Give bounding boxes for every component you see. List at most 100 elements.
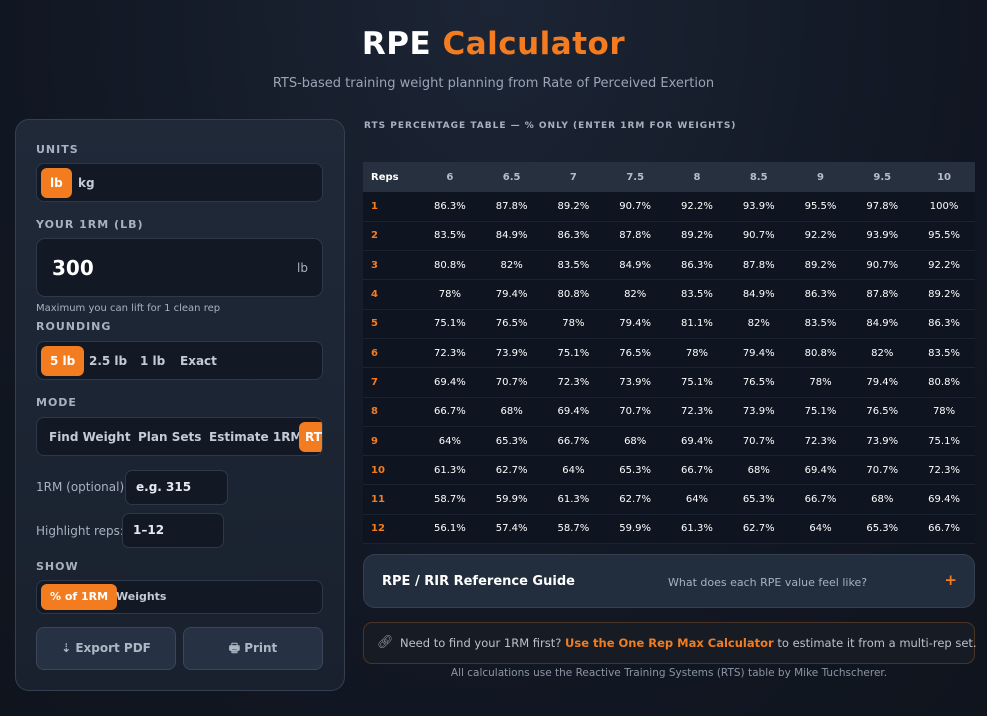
print-button[interactable]: 🖶 Print xyxy=(183,627,323,670)
mode-option-plan-sets[interactable]: Plan Sets xyxy=(138,430,202,444)
show-toggle: % of 1RM Weights xyxy=(36,580,323,614)
table-row: 2 83.5% 84.9% 86.3% 87.8% 89.2% 90.7% 92.2% 93.9… xyxy=(363,221,975,252)
percentage-cell: 65.3% xyxy=(604,455,667,486)
percentage-cell: 57.4% xyxy=(480,514,543,545)
guide-subtitle: What does each RPE value feel like? xyxy=(668,576,868,589)
percentage-cell: 90.7% xyxy=(727,221,790,252)
rounding-option-2-5lb[interactable]: 2.5 lb xyxy=(89,354,128,368)
percentage-cell: 64% xyxy=(789,514,852,545)
rep-count-cell: 11 xyxy=(363,484,419,515)
table-row: 7 69.4% 70.7% 72.3% 73.9% 75.1% 76.5% 78% 79.4% 8… xyxy=(363,367,975,398)
percentage-cell: 100% xyxy=(913,192,975,222)
export-pdf-button[interactable]: ⇣ Export PDF xyxy=(36,627,176,670)
mode-toggle: Find Weight Plan Sets Estimate 1RM RT xyxy=(36,417,323,456)
percentage-cell: 78% xyxy=(789,367,852,398)
rep-count-cell: 4 xyxy=(363,279,419,310)
onerm-input[interactable]: 300 lb xyxy=(36,238,323,297)
percentage-cell: 95.5% xyxy=(789,192,852,222)
table-row: 5 75.1% 76.5% 78% 79.4% 81.1% 82% 83.5% 84.9% 86.… xyxy=(363,309,975,339)
percentage-cell: 76.5% xyxy=(604,338,667,369)
percentage-cell: 84.9% xyxy=(480,221,543,252)
mode-option-estimate-1rm[interactable]: Estimate 1RM xyxy=(209,430,303,444)
rep-count-cell: 9 xyxy=(363,426,419,457)
percentage-cell: 81.1% xyxy=(666,309,728,339)
rpe-header: 9.5 xyxy=(851,162,914,192)
percentage-cell: 69.4% xyxy=(542,397,605,427)
table-row: 11 58.7% 59.9% 61.3% 62.7% 64% 65.3% 66.7% 68% 69… xyxy=(363,484,975,515)
percentage-cell: 80.8% xyxy=(419,250,481,281)
percentage-cell: 87.8% xyxy=(851,279,914,310)
table-row: 3 80.8% 82% 83.5% 84.9% 86.3% 87.8% 89.2% 90.7% 9… xyxy=(363,250,975,281)
percentage-cell: 78% xyxy=(913,397,975,427)
units-option-lb[interactable]: lb xyxy=(41,168,72,198)
units-toggle: lb kg xyxy=(36,163,323,202)
percentage-cell: 61.3% xyxy=(666,514,728,545)
guide-title: RPE / RIR Reference Guide xyxy=(382,574,575,589)
percentage-cell: 79.4% xyxy=(727,338,790,369)
percentage-cell: 69.4% xyxy=(913,484,975,515)
rts-percentage-table: Reps 6 6.5 7 7.5 8 8.5 9 9.5 10 1 86.3% 87.8% 89.2%… xyxy=(363,162,975,545)
percentage-cell: 80.8% xyxy=(542,279,605,310)
percentage-cell: 73.9% xyxy=(727,397,790,427)
percentage-cell: 59.9% xyxy=(604,514,667,545)
rpe-reference-guide[interactable]: RPE / RIR Reference Guide What does each… xyxy=(363,554,975,608)
percentage-cell: 79.4% xyxy=(480,279,543,310)
percentage-cell: 64% xyxy=(419,426,481,457)
highlight-reps-label: Highlight reps: xyxy=(36,524,124,538)
one-rep-max-calculator-link[interactable]: Use the One Rep Max Calculator xyxy=(565,636,774,650)
percentage-cell: 66.7% xyxy=(419,397,481,427)
percentage-cell: 59.9% xyxy=(480,484,543,515)
onerm-helper-text: Maximum you can lift for 1 clean rep xyxy=(36,303,221,314)
rep-count-cell: 7 xyxy=(363,367,419,398)
percentage-cell: 72.3% xyxy=(913,455,975,486)
title-calculator: Calculator xyxy=(442,26,626,62)
table-row: 4 78% 79.4% 80.8% 82% 83.5% 84.9% 86.3% 87.8% 89.… xyxy=(363,279,975,310)
percentage-cell: 66.7% xyxy=(542,426,605,457)
show-option-weights[interactable]: Weights xyxy=(116,590,167,603)
settings-panel: UNITS lb kg YOUR 1RM (LB) 300 lb Maximum… xyxy=(15,119,345,691)
units-option-kg[interactable]: kg xyxy=(78,176,95,190)
rpe-header: 8 xyxy=(666,162,728,192)
rep-count-cell: 1 xyxy=(363,192,419,222)
rounding-option-1lb[interactable]: 1 lb xyxy=(140,354,166,368)
percentage-cell: 90.7% xyxy=(851,250,914,281)
reps-header: Reps xyxy=(363,162,419,192)
mode-option-find-weight[interactable]: Find Weight xyxy=(49,430,131,444)
percentage-cell: 86.3% xyxy=(666,250,728,281)
percentage-cell: 72.3% xyxy=(419,338,481,369)
percentage-cell: 92.2% xyxy=(666,192,728,222)
percentage-cell: 73.9% xyxy=(604,367,667,398)
show-option-percent[interactable]: % of 1RM xyxy=(41,584,118,610)
expand-plus-icon[interactable]: + xyxy=(944,571,957,589)
page-header: RPE Calculator RTS-based training weight… xyxy=(0,26,987,91)
percentage-cell: 66.7% xyxy=(789,484,852,515)
percentage-cell: 73.9% xyxy=(480,338,543,369)
percentage-cell: 75.1% xyxy=(789,397,852,427)
percentage-cell: 87.8% xyxy=(480,192,543,222)
table-title: RTS PERCENTAGE TABLE — % ONLY (ENTER 1RM… xyxy=(364,121,737,131)
table-row: 6 72.3% 73.9% 75.1% 76.5% 78% 79.4% 80.8% 82% 83.… xyxy=(363,338,975,369)
percentage-cell: 70.7% xyxy=(604,397,667,427)
percentage-cell: 62.7% xyxy=(604,484,667,515)
percentage-cell: 69.4% xyxy=(666,426,728,457)
title-rpe: RPE xyxy=(361,26,432,62)
units-label: UNITS xyxy=(36,143,79,156)
percentage-cell: 79.4% xyxy=(604,309,667,339)
rep-count-cell: 10 xyxy=(363,455,419,486)
percentage-cell: 84.9% xyxy=(851,309,914,339)
rounding-option-exact[interactable]: Exact xyxy=(180,354,217,368)
percentage-cell: 93.9% xyxy=(851,221,914,252)
optional-1rm-input[interactable]: e.g. 315 xyxy=(125,470,228,505)
link-icon: 🔗︎ xyxy=(377,635,394,650)
percentage-cell: 61.3% xyxy=(542,484,605,515)
percentage-cell: 65.3% xyxy=(727,484,790,515)
percentage-cell: 75.1% xyxy=(419,309,481,339)
highlight-reps-input[interactable]: 1–12 xyxy=(122,513,224,548)
onerm-unit: lb xyxy=(297,261,308,275)
percentage-cell: 89.2% xyxy=(542,192,605,222)
table-body: 1 86.3% 87.8% 89.2% 90.7% 92.2% 93.9% 95.5% 97.8… xyxy=(363,192,975,545)
rounding-option-5lb[interactable]: 5 lb xyxy=(41,346,85,376)
percentage-cell: 65.3% xyxy=(480,426,543,457)
mode-option-rt[interactable]: RT xyxy=(299,422,322,452)
percentage-cell: 83.5% xyxy=(666,279,728,310)
